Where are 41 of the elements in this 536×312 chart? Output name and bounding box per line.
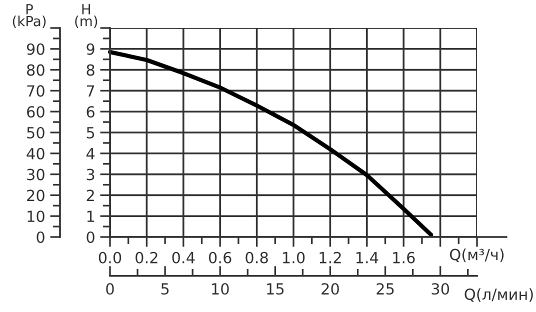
y-tick-label: 4	[86, 148, 95, 160]
line-series	[108, 50, 434, 237]
y-tick-label: 8	[86, 64, 94, 76]
y2-tick-label: 0	[36, 231, 44, 244]
y-tick-label: 3	[86, 168, 94, 180]
x2-tick-label: 20	[322, 283, 339, 295]
x-tick-label: 0.8	[246, 252, 268, 264]
y2-tick-label: 90	[26, 43, 44, 55]
y2-tick-label: 70	[27, 85, 44, 97]
y2-axis-title: P (kPa)	[12, 4, 46, 28]
x-tick-label: 0.6	[208, 252, 232, 264]
x-axis-title: Q(м³/ч)	[450, 248, 504, 262]
y-tick-label: 7	[86, 85, 94, 97]
y2-tick-label: 30	[27, 168, 44, 180]
y2-tick-label: 80	[27, 64, 44, 76]
x2-tick-label: 15	[267, 283, 284, 295]
y-tick-label: 9	[86, 43, 94, 55]
x-tick-label: 0.0	[98, 252, 122, 264]
y2-tick-label: 60	[27, 106, 44, 118]
y2-tick-label: 10	[28, 210, 44, 222]
y-tick-label: 6	[86, 106, 94, 118]
x2-tick-label: 0	[106, 283, 114, 295]
x-tick-label: 1.0	[283, 252, 305, 264]
y2-tick-label: 20	[27, 190, 44, 202]
x2-tick-label: 10	[212, 283, 229, 295]
x2-axis-title: Q(л/мин)	[464, 288, 533, 302]
y-tick-label: 2	[86, 190, 94, 202]
x-tick-label: 0.4	[172, 252, 195, 264]
x2-tick-label: 25	[376, 283, 394, 295]
x-tick-label: 0.2	[136, 252, 158, 264]
x-tick-label: 1.4	[356, 252, 378, 264]
x2-tick-label: 5	[161, 283, 169, 295]
x-tick-label: 1.2	[320, 252, 341, 264]
y-tick-label: 1	[87, 210, 94, 222]
x-tick-label: 1.6	[393, 252, 415, 264]
y2-tick-label: 50	[27, 126, 44, 139]
y-tick-label: 5	[86, 127, 94, 139]
x2-tick-label: 30	[432, 283, 450, 295]
y-axis-title: H (m)	[75, 4, 98, 28]
y2-tick-label: 40	[26, 148, 44, 160]
y-tick-label: 0	[86, 231, 94, 244]
